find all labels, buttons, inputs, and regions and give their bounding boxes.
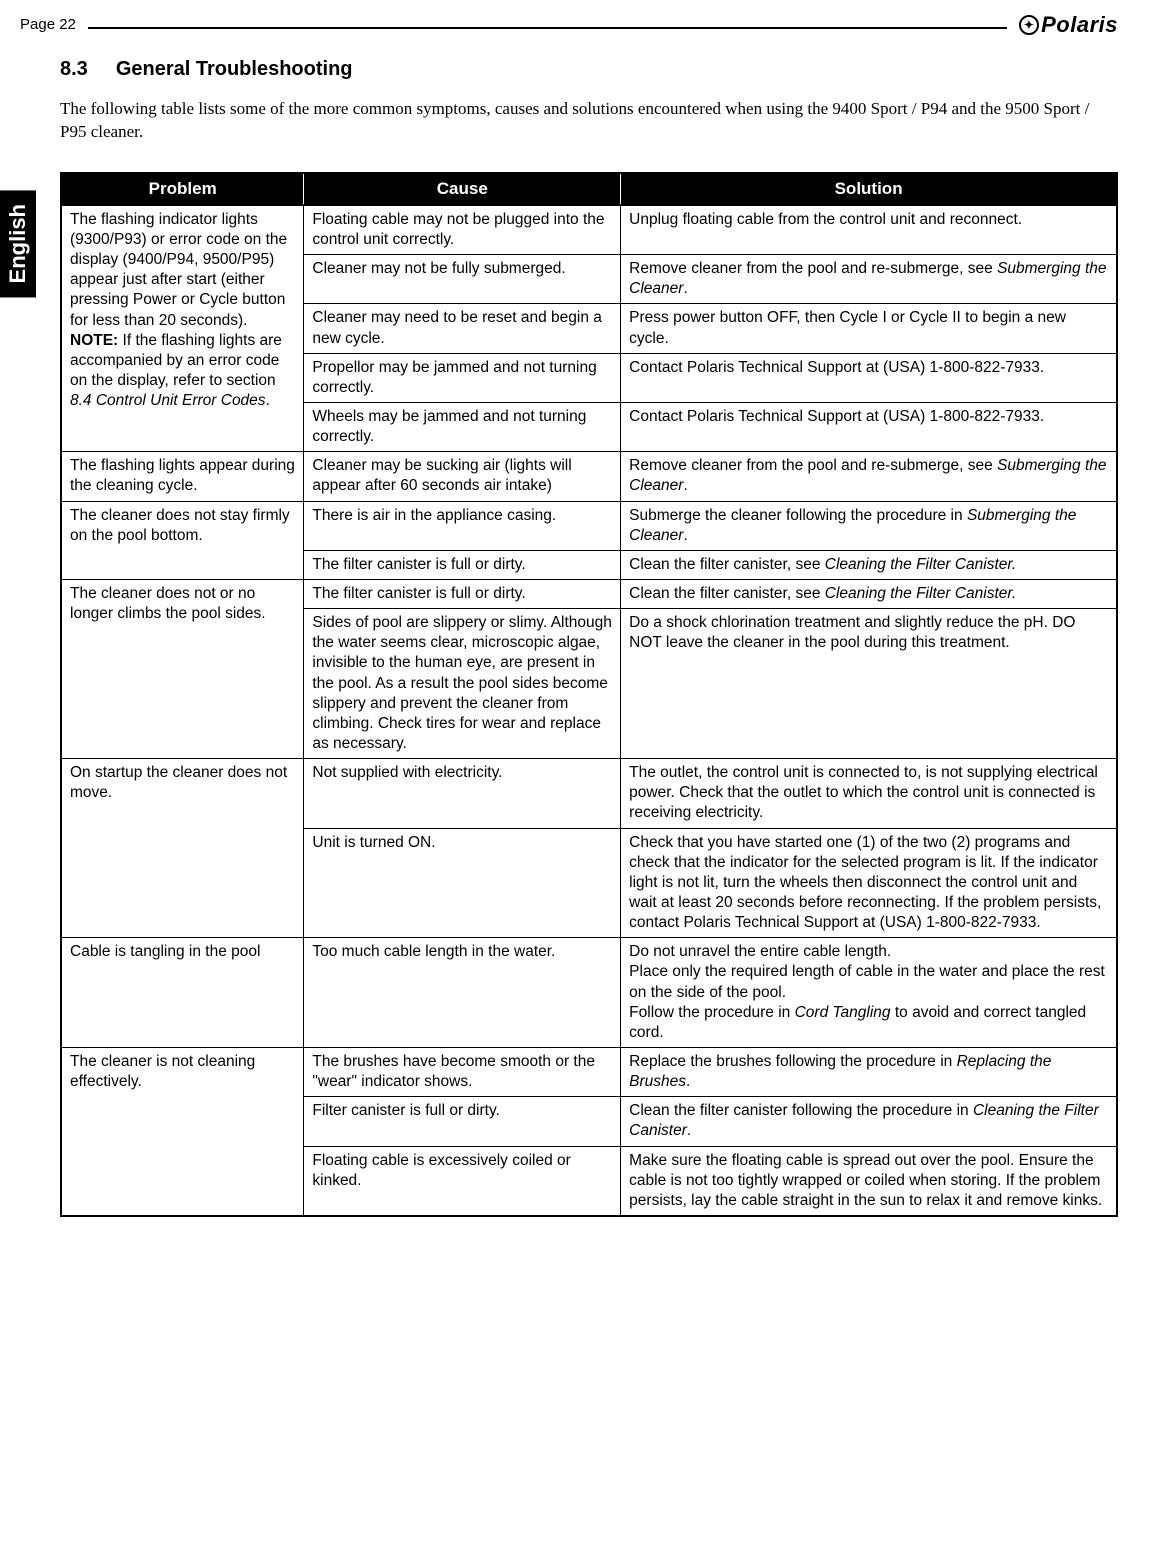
section-number: 8.3 bbox=[60, 58, 88, 80]
cell-cause: Floating cable is excessively coiled or … bbox=[304, 1146, 621, 1216]
cell-cause: The filter canister is full or dirty. bbox=[304, 579, 621, 608]
cell-solution: Do a shock chlorination treatment and sl… bbox=[621, 609, 1117, 759]
cell-cause: Wheels may be jammed and not turning cor… bbox=[304, 403, 621, 452]
cell-solution: Remove cleaner from the pool and re-subm… bbox=[621, 255, 1117, 304]
language-tab: English bbox=[0, 190, 36, 297]
cell-problem: Cable is tangling in the pool bbox=[61, 938, 304, 1048]
brand-text: Polaris bbox=[1041, 12, 1118, 38]
cell-solution: Make sure the floating cable is spread o… bbox=[621, 1146, 1117, 1216]
table-row: The cleaner is not cleaning effectively.… bbox=[61, 1047, 1117, 1096]
cell-solution: Contact Polaris Technical Support at (US… bbox=[621, 403, 1117, 452]
cell-solution: Unplug floating cable from the control u… bbox=[621, 205, 1117, 255]
cell-solution: The outlet, the control unit is connecte… bbox=[621, 759, 1117, 828]
cell-problem: On startup the cleaner does not move. bbox=[61, 759, 304, 938]
cell-problem: The cleaner does not stay firmly on the … bbox=[61, 501, 304, 579]
header-rule bbox=[88, 27, 1007, 29]
cell-solution: Remove cleaner from the pool and re-subm… bbox=[621, 452, 1117, 501]
cell-problem: The cleaner is not cleaning effectively. bbox=[61, 1047, 304, 1215]
cell-cause: Cleaner may not be fully submerged. bbox=[304, 255, 621, 304]
col-cause: Cause bbox=[304, 173, 621, 205]
cell-solution: Check that you have started one (1) of t… bbox=[621, 828, 1117, 938]
table-row: On startup the cleaner does not move.Not… bbox=[61, 759, 1117, 828]
table-row: Cable is tangling in the poolToo much ca… bbox=[61, 938, 1117, 1048]
cell-cause: The brushes have become smooth or the "w… bbox=[304, 1047, 621, 1096]
cell-cause: Cleaner may need to be reset and begin a… bbox=[304, 304, 621, 353]
cell-solution: Clean the filter canister following the … bbox=[621, 1097, 1117, 1146]
cell-cause: Too much cable length in the water. bbox=[304, 938, 621, 1048]
cell-cause: Sides of pool are slippery or slimy. Alt… bbox=[304, 609, 621, 759]
cell-solution: Submerge the cleaner following the proce… bbox=[621, 501, 1117, 550]
cell-problem: The flashing indicator lights (9300/P93)… bbox=[61, 205, 304, 452]
table-row: The cleaner does not or no longer climbs… bbox=[61, 579, 1117, 608]
cell-cause: Propellor may be jammed and not turning … bbox=[304, 353, 621, 402]
col-solution: Solution bbox=[621, 173, 1117, 205]
section-title: 8.3 General Troubleshooting bbox=[60, 58, 1118, 81]
cell-solution: Clean the filter canister, see Cleaning … bbox=[621, 579, 1117, 608]
section-heading: General Troubleshooting bbox=[116, 58, 353, 80]
table-header-row: Problem Cause Solution bbox=[61, 173, 1117, 205]
cell-solution: Replace the brushes following the proced… bbox=[621, 1047, 1117, 1096]
cell-cause: Unit is turned ON. bbox=[304, 828, 621, 938]
troubleshooting-table: Problem Cause Solution The flashing indi… bbox=[60, 172, 1118, 1217]
cell-solution: Clean the filter canister, see Cleaning … bbox=[621, 550, 1117, 579]
cell-solution: Press power button OFF, then Cycle I or … bbox=[621, 304, 1117, 353]
cell-cause: Floating cable may not be plugged into t… bbox=[304, 205, 621, 255]
cell-cause: Filter canister is full or dirty. bbox=[304, 1097, 621, 1146]
cell-problem: The cleaner does not or no longer climbs… bbox=[61, 579, 304, 758]
cell-cause: The filter canister is full or dirty. bbox=[304, 550, 621, 579]
table-row: The flashing lights appear during the cl… bbox=[61, 452, 1117, 501]
page-number: Page 22 bbox=[20, 16, 76, 33]
table-row: The cleaner does not stay firmly on the … bbox=[61, 501, 1117, 550]
cell-cause: Cleaner may be sucking air (lights will … bbox=[304, 452, 621, 501]
section-intro: The following table lists some of the mo… bbox=[60, 98, 1118, 144]
cell-cause: Not supplied with electricity. bbox=[304, 759, 621, 828]
col-problem: Problem bbox=[61, 173, 304, 205]
brand-logo: ✦ Polaris bbox=[1019, 12, 1118, 38]
page-header: Page 22 ✦ Polaris bbox=[20, 12, 1118, 38]
logo-icon: ✦ bbox=[1019, 15, 1039, 35]
cell-cause: There is air in the appliance casing. bbox=[304, 501, 621, 550]
cell-solution: Do not unravel the entire cable length.P… bbox=[621, 938, 1117, 1048]
table-row: The flashing indicator lights (9300/P93)… bbox=[61, 205, 1117, 255]
cell-solution: Contact Polaris Technical Support at (US… bbox=[621, 353, 1117, 402]
cell-problem: The flashing lights appear during the cl… bbox=[61, 452, 304, 501]
